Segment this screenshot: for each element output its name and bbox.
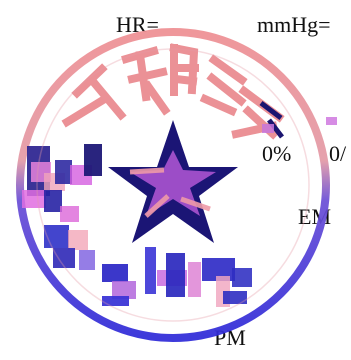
star-icon (108, 120, 238, 243)
bottom-characters (102, 247, 252, 307)
